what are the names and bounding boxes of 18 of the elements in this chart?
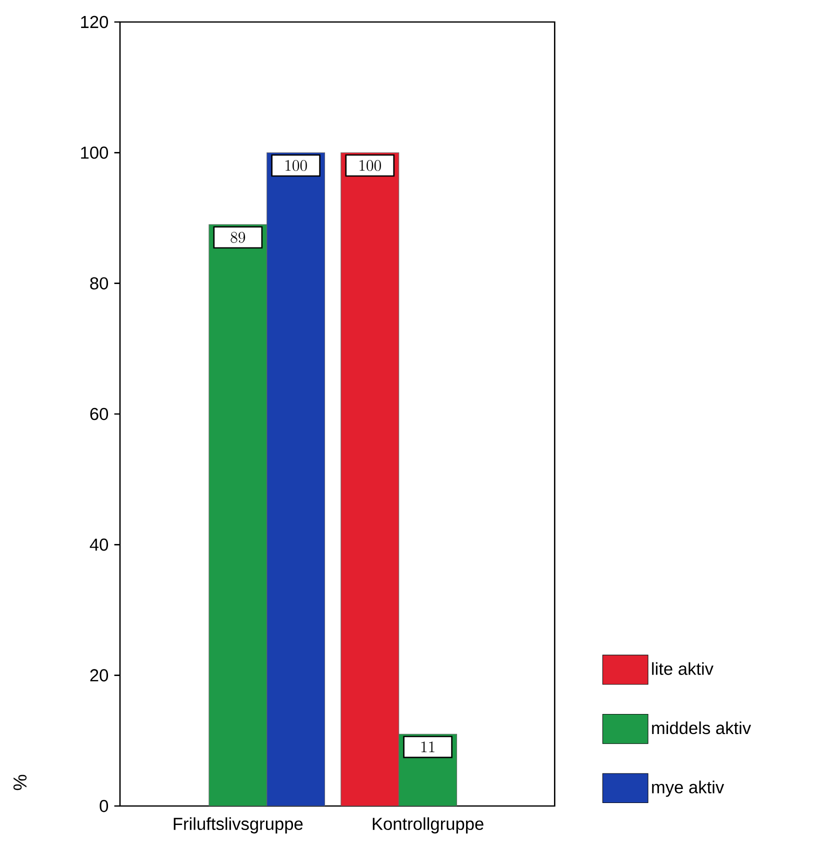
x-tick-label: Friluftslivsgruppe	[174, 817, 303, 834]
y-tick-label: 80	[90, 277, 108, 290]
y-tick-label: 0	[100, 800, 108, 812]
x-tick-label: Kontrollgruppe	[372, 817, 484, 834]
data-label: 11	[421, 741, 434, 752]
y-tick-label: 20	[90, 669, 108, 682]
data-label: 100	[286, 160, 307, 171]
legend-label: middels aktiv	[652, 721, 752, 734]
y-tick-label: 40	[90, 538, 108, 551]
data-label: 100	[360, 160, 381, 171]
bar	[208, 224, 268, 806]
y-axis-title: %	[13, 774, 27, 790]
legend-label: mye aktiv	[652, 780, 724, 797]
legend-label: lite aktiv	[652, 662, 714, 675]
y-tick-label: 60	[90, 408, 108, 420]
y-tick-label: 120	[81, 16, 108, 28]
data-label: 89	[230, 232, 246, 243]
y-tick-label: 100	[81, 146, 108, 159]
